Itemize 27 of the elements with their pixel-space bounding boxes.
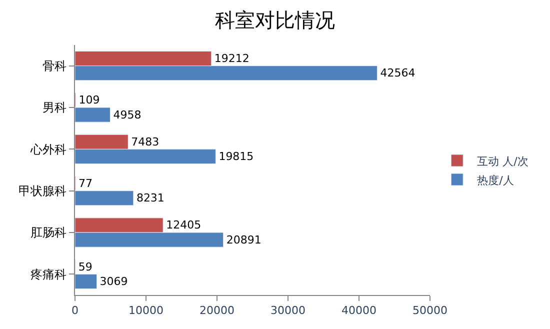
x-tick-label: 50000 [412, 304, 448, 318]
data-label: 4958 [113, 108, 142, 122]
x-tick-label: 20000 [200, 304, 234, 318]
y-tick-label: 肛肠科 [30, 226, 67, 240]
data-label: 7483 [131, 135, 160, 148]
data-label: 20891 [226, 233, 262, 246]
data-label: 12405 [166, 218, 202, 232]
y-tick-label: 心外科 [30, 142, 67, 156]
y-tick-label: 男科 [42, 100, 67, 115]
data-label: 3069 [100, 274, 128, 288]
data-label: 19815 [218, 150, 254, 163]
data-label: 42564 [380, 66, 416, 80]
legend-label: 热度/人 [477, 174, 514, 187]
legend-label: 互动 人/次 [477, 154, 528, 168]
data-label: 19212 [214, 52, 250, 66]
y-tick-label: 甲状腺科 [18, 184, 67, 198]
data-label: 109 [78, 94, 100, 107]
x-tick-label: 30000 [270, 304, 306, 318]
data-label: 8231 [136, 192, 164, 205]
x-tick-label: 10000 [128, 304, 164, 318]
y-tick-label: 疼痛科 [30, 267, 67, 282]
x-tick-label: 40000 [342, 304, 376, 318]
x-tick-label: 0 [72, 304, 78, 318]
data-label: 77 [78, 177, 93, 190]
y-tick-label: 骨科 [42, 59, 67, 74]
data-label: 59 [78, 260, 92, 274]
chart-title: 科室对比情况 [215, 8, 335, 32]
